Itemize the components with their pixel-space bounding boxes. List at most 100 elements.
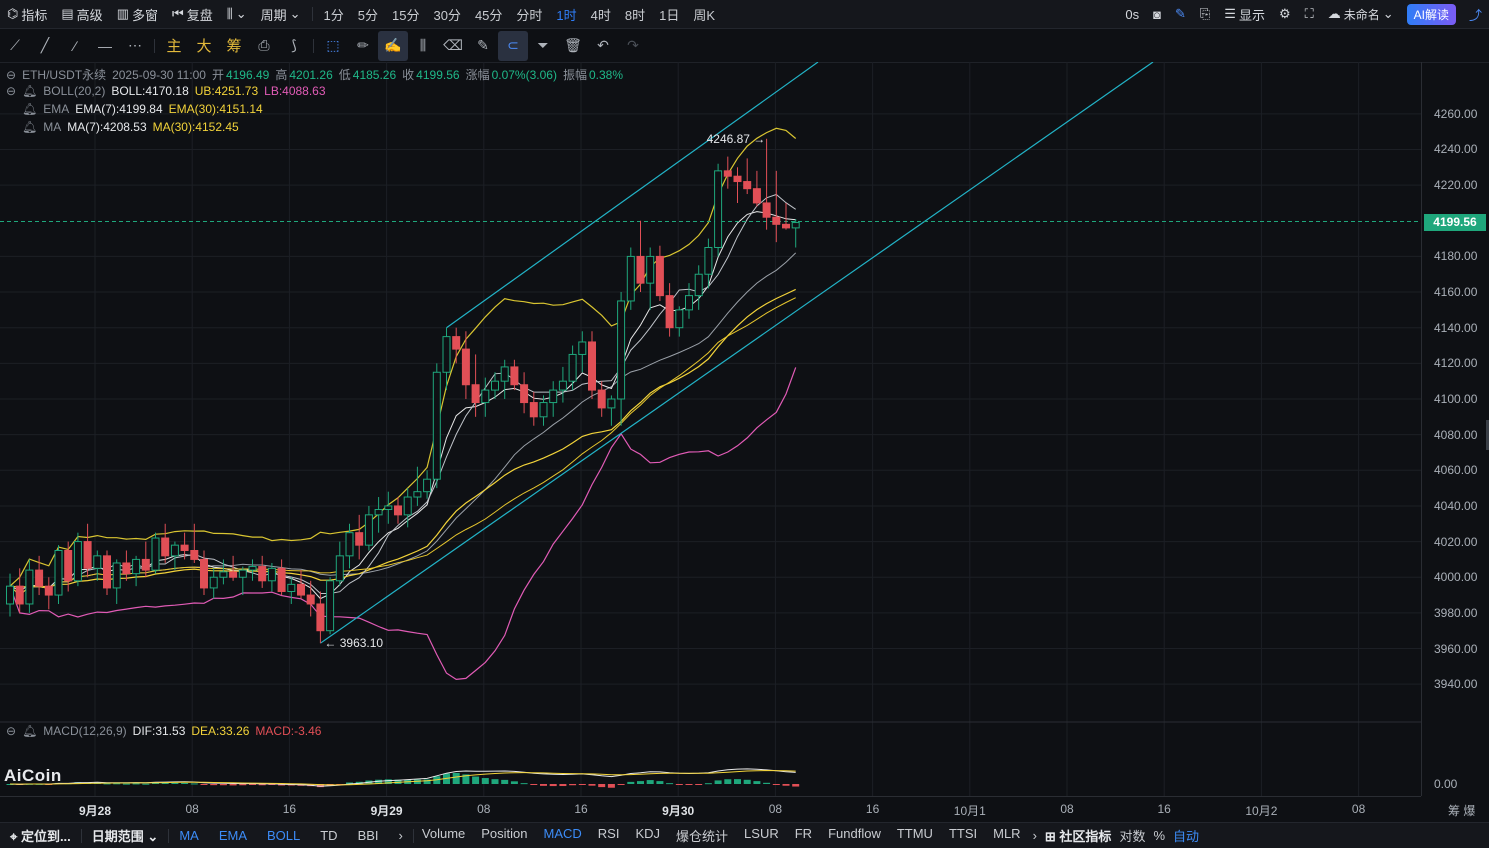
date-range-dropdown[interactable]: 日期范围 ⌄: [82, 826, 169, 845]
percent-scale-toggle[interactable]: %: [1153, 828, 1166, 843]
chart-area[interactable]: 4246.87 → ← 3963.10 ⊖ ETH/USDT永续 2025-09-…: [0, 62, 1421, 796]
locate-button[interactable]: ⌖ 定位到...: [0, 826, 81, 845]
ai-interpret-button[interactable]: AI解读: [1406, 3, 1456, 25]
boll-name[interactable]: BOLL(20,2): [43, 84, 106, 98]
interval-tab[interactable]: 15分: [392, 7, 420, 23]
settings-gear-icon[interactable]: ⚙: [1278, 6, 1291, 21]
select-icon[interactable]: ⬚: [326, 37, 340, 53]
bell-icon[interactable]: 🔔︎: [22, 102, 38, 116]
camera-icon[interactable]: ◙: [1153, 6, 1161, 22]
macd-name[interactable]: MACD(12,26,9): [43, 724, 127, 738]
advanced-icon: ▤: [61, 6, 74, 21]
redo-icon[interactable]: ↷: [627, 37, 639, 53]
main-indicator-item[interactable]: BOLL: [266, 828, 301, 843]
time-tick-label: 16: [1157, 802, 1171, 816]
export-icon[interactable]: ⎘: [1199, 6, 1211, 21]
bell-icon[interactable]: 🔔︎: [22, 724, 38, 738]
big-order-toggle[interactable]: 大: [196, 38, 212, 55]
macd-histogram-bar: [452, 772, 460, 784]
sub-indicator-item[interactable]: TTMU: [896, 826, 933, 841]
main-indicator-item[interactable]: BBI: [357, 828, 379, 843]
time-axis[interactable]: 9月28 08 16 9月29 08 16 9月30 08 16 10月1 08 16 10月2 08 筹…: [0, 796, 1475, 821]
pen-icon[interactable]: ✎: [1174, 6, 1186, 21]
main-indicator-item[interactable]: TD: [320, 828, 338, 843]
screenshot-tool-icon[interactable]: ⎙: [258, 37, 270, 53]
sub-indicator-item[interactable]: 爆仓统计: [676, 829, 729, 844]
note-icon[interactable]: ✎: [477, 37, 489, 53]
filter-icon[interactable]: ⏷: [537, 37, 549, 53]
sub-indicator-item[interactable]: FR: [794, 826, 813, 841]
undo-icon[interactable]: ↶: [597, 37, 609, 53]
interval-tab[interactable]: 分时: [516, 7, 543, 23]
more-tools-icon[interactable]: ⋯: [128, 37, 142, 53]
draw-mode-icon[interactable]: ✍: [378, 30, 408, 61]
bell-icon[interactable]: 🔔︎: [22, 84, 38, 98]
collapse-icon[interactable]: ⊖: [6, 724, 17, 738]
auto-scale-toggle[interactable]: 自动: [1173, 829, 1200, 844]
community-indicators-button[interactable]: ⊞ 社区指标: [1041, 826, 1116, 845]
interval-tab[interactable]: 1日: [659, 7, 680, 23]
collapse-icon[interactable]: ⊖: [6, 84, 17, 98]
sub-indicator-item[interactable]: LSUR: [744, 826, 779, 841]
macd-histogram-bar: [753, 781, 761, 784]
sub-indicator-item[interactable]: TTSI: [948, 826, 978, 841]
interval-tab[interactable]: 4时: [590, 7, 611, 23]
period-dropdown[interactable]: 周期 ⌄: [254, 5, 308, 24]
trend-lines-icon[interactable]: ⟋: [10, 37, 20, 53]
interval-tab[interactable]: 5分: [357, 7, 378, 23]
interval-tab[interactable]: 1时: [556, 7, 577, 23]
ma-name[interactable]: MA: [43, 120, 62, 134]
sub-indicator-item[interactable]: KDJ: [635, 826, 661, 841]
chart-type-button[interactable]: ⫼ ⌄: [220, 6, 254, 22]
share-icon[interactable]: ⤴: [1468, 7, 1482, 23]
replay-button[interactable]: ⏮ 复盘: [165, 5, 220, 24]
time-axis-right[interactable]: 筹 爆: [1448, 804, 1476, 818]
brush-icon[interactable]: ⟆: [291, 37, 297, 53]
multi-window-button[interactable]: ▥ 多窗: [110, 5, 165, 24]
trash-bin-icon[interactable]: ⌫: [443, 37, 463, 53]
collapse-icon[interactable]: ⊖: [6, 67, 17, 82]
ray-line-icon[interactable]: ╱: [40, 37, 50, 53]
time-tick-label: 08: [185, 802, 199, 816]
boll-info-line: ⊖ 🔔︎ BOLL(20,2) BOLL:4170.18 UB:4251.73 …: [6, 84, 326, 98]
axis-handle[interactable]: [1486, 420, 1489, 450]
interval-tab[interactable]: 周K: [693, 7, 716, 23]
chevron-right-icon[interactable]: ›: [1032, 828, 1037, 843]
horizontal-line-icon[interactable]: —: [98, 37, 112, 54]
interval-tab[interactable]: 8时: [624, 7, 646, 23]
sub-indicator-item[interactable]: MACD: [543, 826, 582, 841]
sub-indicator-item[interactable]: Fundflow: [828, 826, 881, 841]
sub-indicator-item[interactable]: MLR: [993, 826, 1021, 841]
chevron-right-icon[interactable]: ›: [398, 828, 403, 843]
interval-tab[interactable]: 45分: [474, 7, 503, 23]
main-indicator-item[interactable]: EMA: [218, 828, 247, 843]
delete-icon[interactable]: 🗑: [564, 37, 582, 53]
pencil-icon[interactable]: ✏: [357, 37, 369, 53]
display-button[interactable]: ☰ 显示: [1217, 5, 1272, 24]
macd-histogram-bar: [656, 781, 664, 784]
sub-indicator-item[interactable]: Volume: [421, 826, 466, 841]
interval-tab[interactable]: 1分: [323, 7, 344, 23]
sub-indicator-item[interactable]: Position: [481, 826, 528, 841]
line-segment-icon[interactable]: ∕: [73, 37, 77, 54]
bars-pattern-icon[interactable]: ⫼: [419, 37, 427, 53]
log-scale-toggle[interactable]: 对数: [1119, 829, 1146, 844]
chip-distribution-toggle[interactable]: 筹: [226, 38, 242, 55]
fullscreen-icon[interactable]: ⛶: [1304, 6, 1314, 21]
main-indicator-item[interactable]: MA: [179, 828, 199, 843]
price-tick-label: 4060.00: [1434, 463, 1478, 478]
drawing-toolbar: ⟋ ╱ ∕ — ⋯ 主 大 筹 ⎙ ⟆ ⬚ ✏ ✍ ⫼ ⌫ ✎ ⊂ ⏷ 🗑 ↶ …: [0, 29, 1489, 63]
account-dropdown[interactable]: ☁ 未命名 ⌄: [1321, 6, 1401, 23]
indicators-button[interactable]: ⌬ 指标: [0, 5, 54, 24]
price-axis[interactable]: 4260.00 4240.00 4220.00 4180.00 4160.00 4140.…: [1421, 62, 1489, 796]
sub-indicator-item[interactable]: RSI: [597, 826, 620, 841]
bell-icon[interactable]: 🔔︎: [22, 120, 38, 134]
advanced-button[interactable]: ▤ 高级: [54, 5, 109, 24]
candle-body: [646, 255, 655, 284]
interval-tab[interactable]: 30分: [433, 7, 461, 23]
price-chart-svg[interactable]: 4246.87 → ← 3963.10: [0, 62, 1421, 796]
ema-name[interactable]: EMA: [43, 102, 70, 116]
boll-lower-line: [9, 367, 797, 681]
magnet-icon[interactable]: ⊂: [498, 30, 528, 61]
main-chart-toggle[interactable]: 主: [166, 38, 182, 55]
